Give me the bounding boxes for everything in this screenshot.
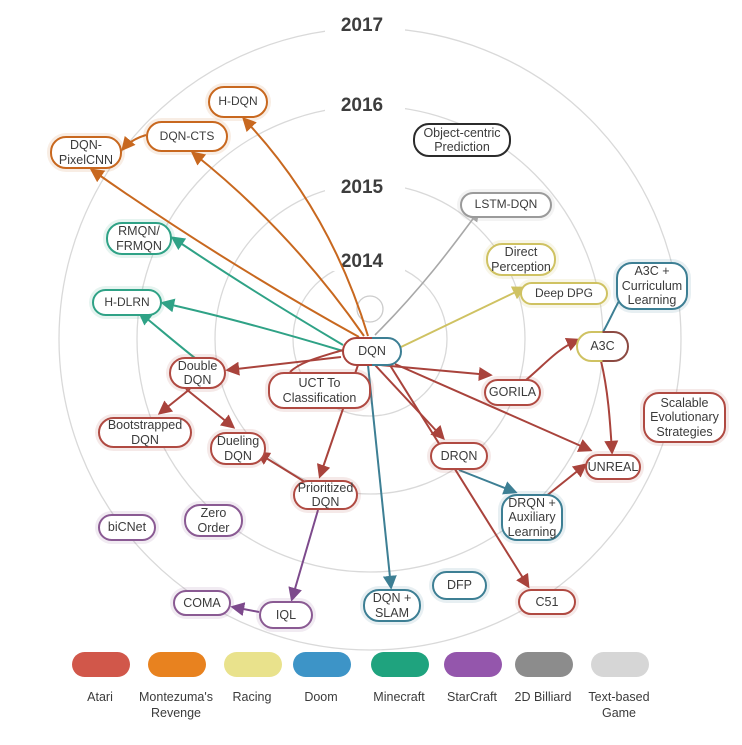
svg-text:2016: 2016 [341,95,383,116]
svg-text:2015: 2015 [341,177,384,198]
svg-text:2017: 2017 [341,15,383,36]
svg-text:2014: 2014 [341,251,384,272]
